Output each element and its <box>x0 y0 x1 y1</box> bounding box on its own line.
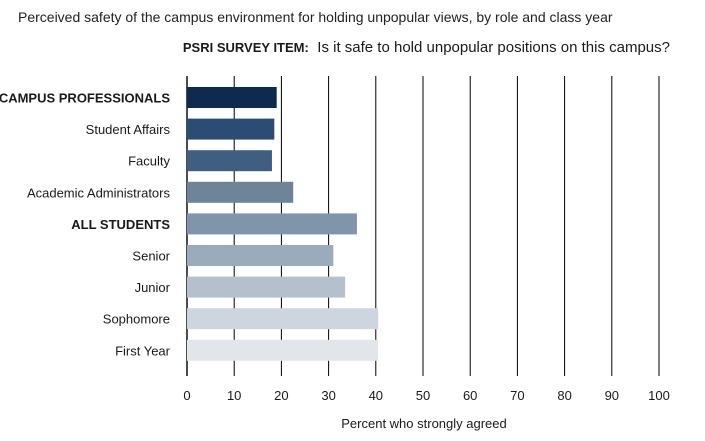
category-label-academic-administrators: Academic Administrators <box>27 185 171 200</box>
category-labels: CAMPUS PROFESSIONALS Student Affairs Facul… <box>0 91 171 359</box>
x-tick-50: 50 <box>416 388 430 403</box>
category-label-senior: Senior <box>132 249 170 264</box>
bar-all-students <box>187 213 357 235</box>
category-label-sophomore: Sophomore <box>103 312 170 327</box>
x-tick-labels: 0 10 20 30 40 50 60 70 80 90 100 <box>183 388 669 403</box>
bar-student-affairs <box>187 118 275 140</box>
x-tick-90: 90 <box>605 388 619 403</box>
x-tick-80: 80 <box>557 388 571 403</box>
bar-senior <box>187 245 334 266</box>
x-tick-0: 0 <box>183 388 190 403</box>
x-axis-label: Percent who strongly agreed <box>341 416 506 431</box>
x-tick-100: 100 <box>648 388 670 403</box>
x-tick-60: 60 <box>463 388 477 403</box>
bar-campus-professionals <box>187 87 277 108</box>
category-label-all-students: ALL STUDENTS <box>71 217 170 232</box>
subtitle-question: Is it safe to hold unpopular positions o… <box>317 39 670 56</box>
chart-subtitle: PSRI SURVEY ITEM: Is it safe to hold unp… <box>183 39 670 56</box>
x-tick-70: 70 <box>510 388 524 403</box>
bars <box>187 87 379 361</box>
x-tick-40: 40 <box>369 388 383 403</box>
bar-first-year <box>187 339 379 361</box>
category-label-faculty: Faculty <box>128 154 170 169</box>
bar-academic-administrators <box>187 181 294 203</box>
bar-sophomore <box>187 308 379 330</box>
bar-junior <box>187 276 346 298</box>
subtitle-prefix: PSRI SURVEY ITEM: <box>183 40 309 55</box>
x-tick-30: 30 <box>321 388 335 403</box>
category-label-junior: Junior <box>135 280 171 295</box>
x-tick-10: 10 <box>227 388 241 403</box>
category-label-first-year: First Year <box>115 343 171 358</box>
bar-faculty <box>187 150 272 172</box>
category-label-campus-professionals: CAMPUS PROFESSIONALS <box>0 91 170 106</box>
x-tick-20: 20 <box>274 388 288 403</box>
category-label-student-affairs: Student Affairs <box>86 122 171 137</box>
chart-title: Perceived safety of the campus environme… <box>18 9 613 25</box>
